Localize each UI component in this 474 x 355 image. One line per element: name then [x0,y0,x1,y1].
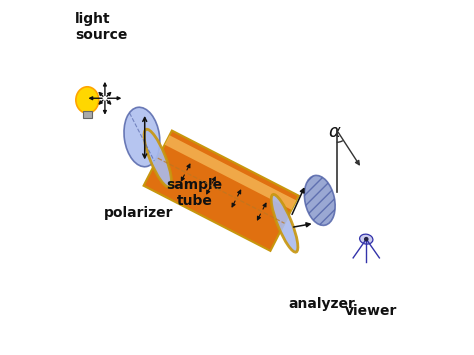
Ellipse shape [364,237,369,241]
Text: α: α [328,123,340,141]
Text: light
source: light source [75,12,128,42]
Polygon shape [164,135,296,210]
FancyBboxPatch shape [83,111,92,118]
Ellipse shape [360,234,373,244]
Ellipse shape [304,175,335,225]
Text: analyzer: analyzer [288,297,355,311]
Polygon shape [144,131,299,251]
Ellipse shape [271,195,298,252]
Text: sample
tube: sample tube [167,178,223,208]
Ellipse shape [124,107,160,167]
Text: polarizer: polarizer [104,206,173,220]
Text: viewer: viewer [345,304,397,318]
Ellipse shape [76,87,99,113]
Ellipse shape [144,129,172,187]
